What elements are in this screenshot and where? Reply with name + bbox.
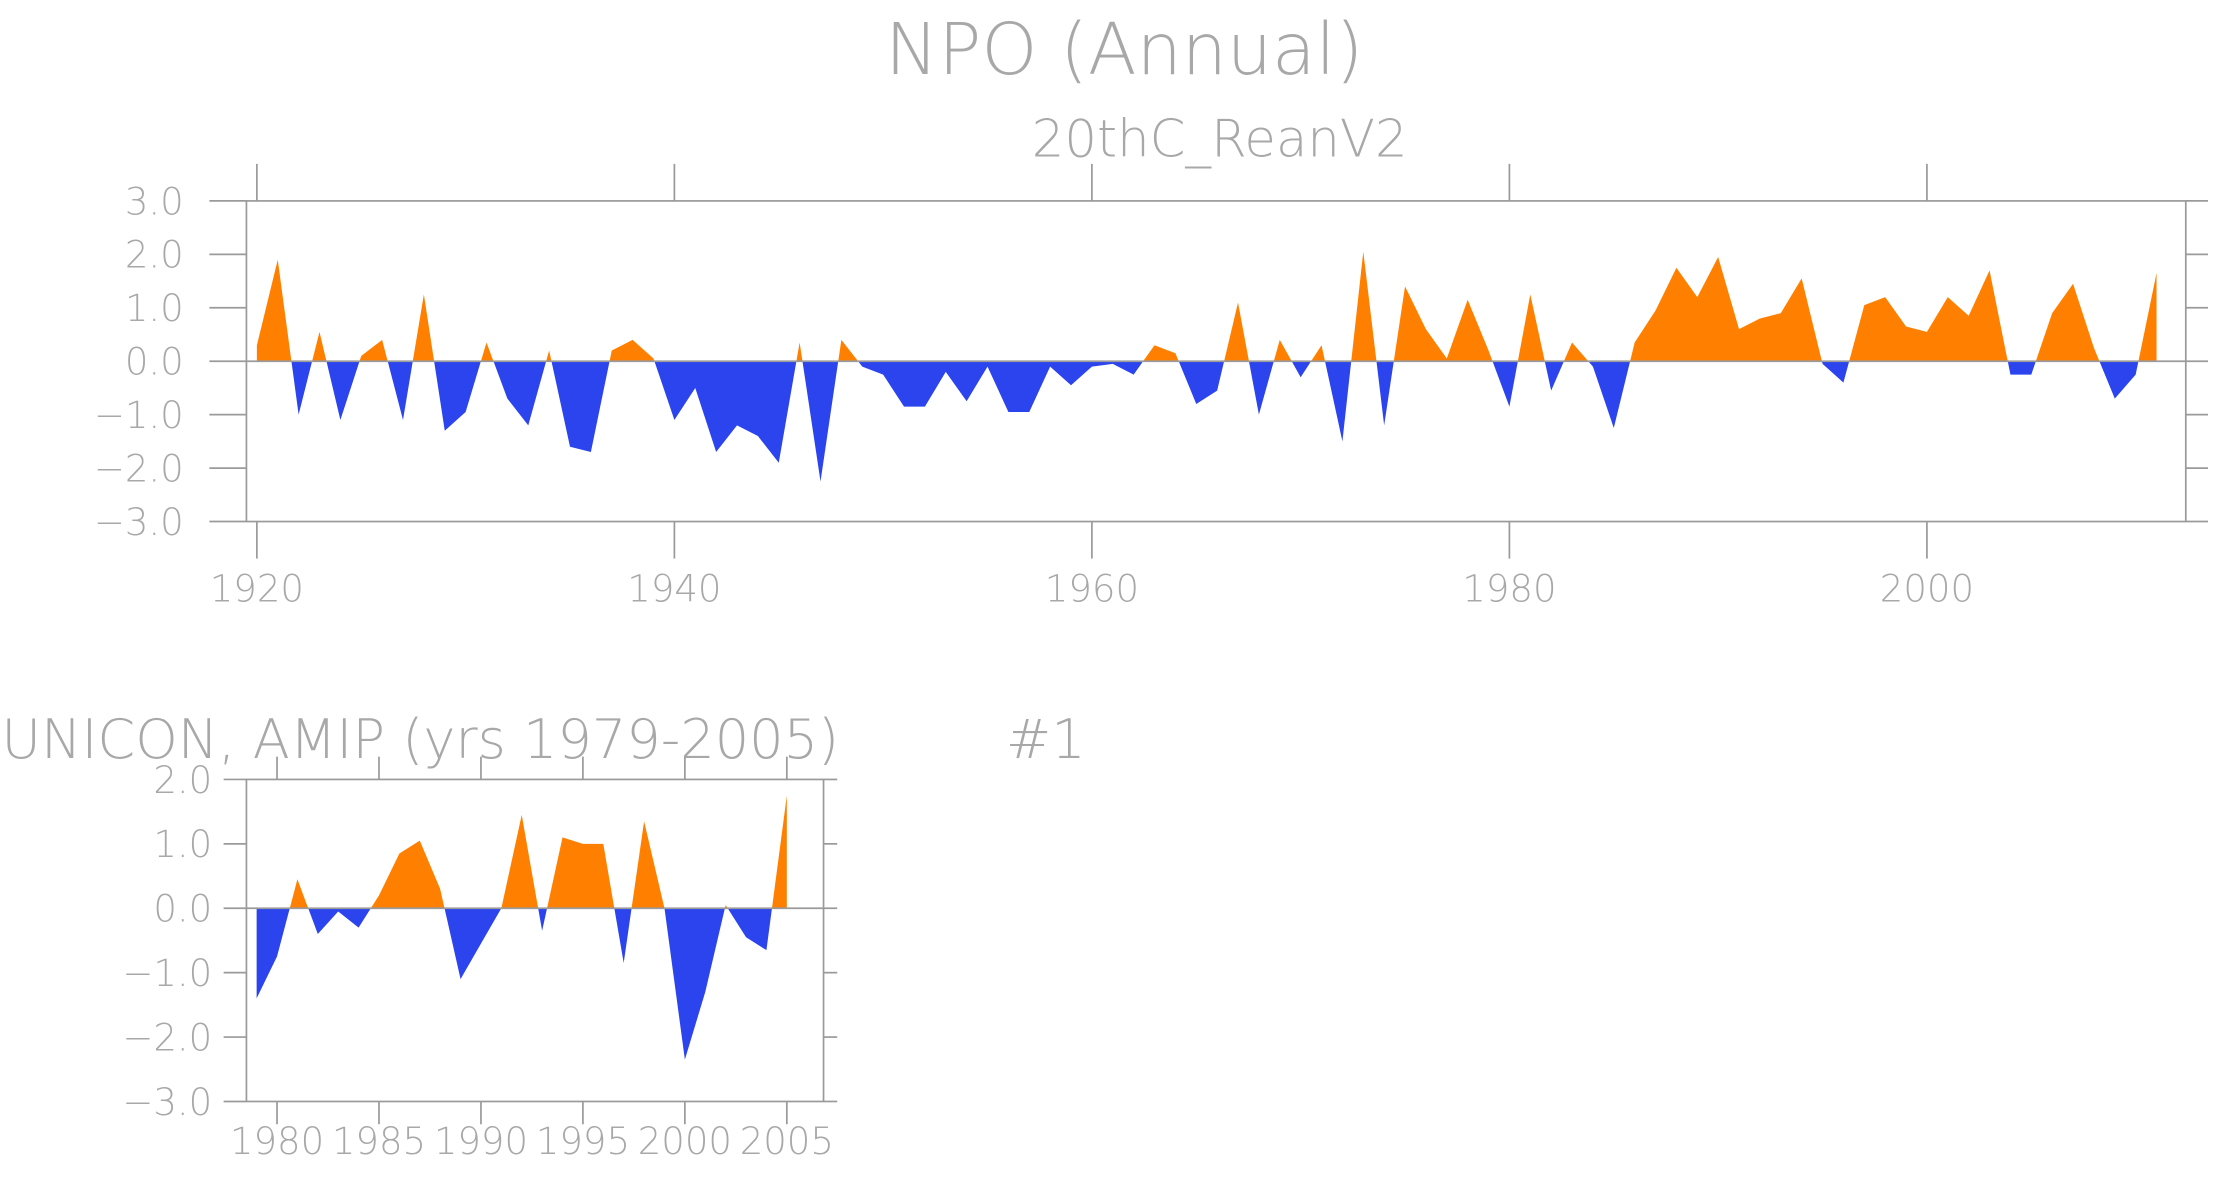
annotation: #1 bbox=[1006, 708, 1086, 771]
chart-title: NPO (Annual) bbox=[885, 8, 1363, 91]
y-tick-label: 2.0 bbox=[125, 234, 184, 277]
y-tick-label: −3.0 bbox=[122, 1081, 212, 1124]
y-tick-label: −2.0 bbox=[122, 1016, 212, 1059]
positive-area bbox=[256, 251, 2157, 362]
x-tick-label: 1920 bbox=[210, 567, 304, 610]
y-tick-label: −1.0 bbox=[122, 952, 212, 995]
y-tick-label: 0.0 bbox=[153, 888, 212, 931]
x-tick-label: 1980 bbox=[230, 1120, 324, 1163]
y-tick-label: 3.0 bbox=[125, 180, 184, 223]
x-tick-label: 1995 bbox=[536, 1120, 630, 1163]
y-tick-label: −3.0 bbox=[94, 501, 184, 544]
x-tick-label: 2000 bbox=[1880, 567, 1974, 610]
negative-area bbox=[256, 361, 2157, 482]
negative-area bbox=[256, 908, 772, 1060]
x-tick-label: 1985 bbox=[332, 1120, 426, 1163]
y-tick-label: −2.0 bbox=[94, 447, 184, 490]
y-tick-label: 2.0 bbox=[153, 759, 212, 802]
x-tick-label: 1990 bbox=[434, 1120, 528, 1163]
x-tick-label: 2005 bbox=[740, 1120, 834, 1163]
x-tick-label: 1960 bbox=[1045, 567, 1139, 610]
chart-title: UNICON, AMIP (yrs 1979-2005) bbox=[1, 708, 839, 771]
y-tick-label: 1.0 bbox=[125, 287, 184, 330]
y-tick-label: 0.0 bbox=[125, 341, 184, 384]
y-tick-label: −1.0 bbox=[94, 394, 184, 437]
x-tick-label: 2000 bbox=[638, 1120, 732, 1163]
x-tick-label: 1980 bbox=[1462, 567, 1556, 610]
plot-frame bbox=[245, 778, 825, 1103]
x-tick-label: 1940 bbox=[627, 567, 721, 610]
positive-area bbox=[256, 795, 787, 909]
y-tick-label: 1.0 bbox=[153, 823, 212, 866]
chart-subtitle: 20thC_ReanV2 bbox=[1032, 110, 1408, 170]
